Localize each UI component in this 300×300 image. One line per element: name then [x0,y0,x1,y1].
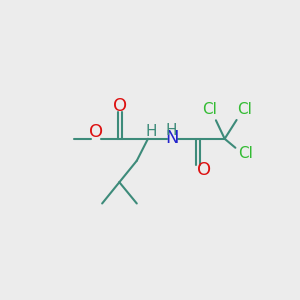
Text: Cl: Cl [237,102,252,117]
Text: N: N [166,129,179,147]
Text: H: H [146,124,157,140]
Text: Cl: Cl [202,102,217,117]
Text: Cl: Cl [238,146,253,161]
Text: O: O [88,123,103,141]
Text: H: H [165,123,177,138]
Text: O: O [197,160,212,178]
Text: O: O [113,98,127,116]
